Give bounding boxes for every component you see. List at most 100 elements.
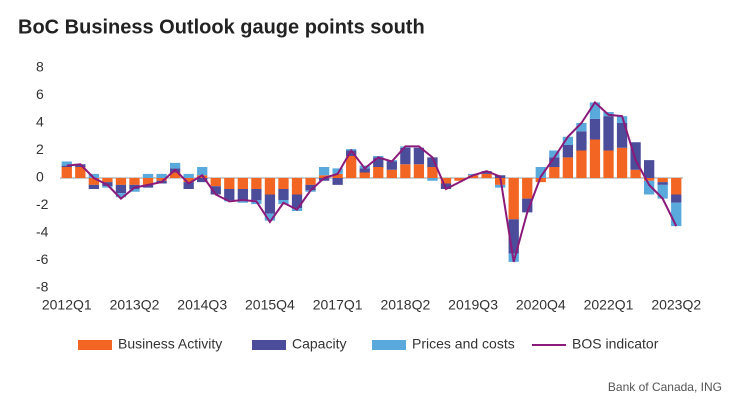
line — [66, 100, 678, 263]
bar — [440, 183, 452, 189]
bar — [197, 178, 208, 183]
bar — [562, 157, 574, 178]
bar — [413, 164, 425, 178]
bar — [616, 123, 628, 148]
legend-label: BOS indicator — [572, 336, 659, 352]
bar — [657, 184, 668, 199]
x-tick-label: 2022Q1 — [584, 297, 634, 313]
bar — [61, 161, 72, 166]
bar — [495, 184, 506, 188]
bar — [522, 178, 533, 199]
y-tick-label: 8 — [36, 59, 44, 75]
bar — [346, 156, 357, 178]
bar — [671, 202, 682, 227]
bar — [643, 160, 655, 178]
bar — [237, 200, 248, 203]
bar — [183, 173, 194, 178]
bar — [88, 173, 100, 178]
bar — [481, 173, 492, 178]
y-tick-label: -2 — [36, 196, 49, 212]
bar — [413, 147, 425, 165]
bar — [616, 116, 628, 123]
source: Bank of Canada, ING — [608, 380, 722, 394]
bar — [373, 167, 384, 178]
bar — [454, 178, 465, 181]
legend-swatch — [372, 340, 406, 350]
x-tick-label: 2019Q3 — [448, 297, 498, 313]
y-tick-label: 0 — [36, 169, 44, 185]
bar — [278, 189, 289, 200]
bar — [386, 169, 397, 178]
bar — [264, 178, 276, 195]
bar — [427, 157, 438, 167]
bar — [373, 157, 384, 167]
bar — [197, 167, 208, 176]
bar — [332, 168, 343, 174]
bar — [603, 150, 614, 178]
bar — [427, 178, 438, 181]
bar — [603, 116, 614, 151]
bar — [481, 171, 492, 174]
bar — [61, 167, 72, 178]
y-tick-label: 6 — [36, 86, 44, 102]
bar — [549, 167, 560, 178]
bar — [278, 178, 289, 189]
bar — [630, 142, 641, 170]
bar — [589, 102, 601, 119]
legend-swatch — [252, 340, 286, 350]
x-tick-label: 2018Q2 — [380, 297, 430, 313]
bar — [332, 178, 343, 185]
bar — [562, 145, 574, 158]
bar — [156, 173, 167, 178]
bar — [643, 178, 655, 181]
legend-label: Prices and costs — [412, 336, 515, 352]
y-tick-label: -8 — [36, 279, 49, 295]
bar — [251, 189, 262, 200]
x-tick-label: 2015Q4 — [245, 297, 295, 313]
x-tick-label: 2017Q1 — [313, 297, 363, 313]
x-tick-label: 2023Q2 — [651, 297, 701, 313]
bar — [643, 180, 655, 195]
x-tick-label: 2014Q3 — [177, 297, 227, 313]
bar — [291, 178, 303, 195]
bar — [224, 178, 235, 189]
bar — [88, 184, 100, 189]
bar — [440, 178, 452, 184]
bar — [102, 178, 113, 183]
bar — [318, 175, 330, 178]
bar — [142, 178, 154, 185]
bar — [291, 194, 303, 209]
bar — [237, 189, 248, 200]
bar — [129, 178, 140, 185]
bar — [115, 193, 127, 198]
bar — [264, 194, 276, 214]
bar — [142, 184, 154, 188]
bar — [535, 178, 546, 183]
bar — [129, 189, 140, 192]
bar — [332, 173, 343, 178]
bar — [400, 147, 411, 165]
chart-title: BoC Business Outlook gauge points south — [18, 16, 425, 38]
bar — [169, 172, 181, 178]
bar — [210, 178, 221, 187]
bar — [305, 178, 316, 185]
x-tick-label: 2020Q4 — [516, 297, 566, 313]
bar — [522, 198, 533, 213]
bar — [400, 164, 411, 178]
bar — [169, 162, 181, 169]
bar — [102, 186, 113, 188]
bar — [183, 182, 194, 189]
bar — [210, 186, 221, 195]
bar — [576, 131, 587, 151]
bar — [549, 150, 560, 158]
legend-label: Capacity — [292, 336, 346, 352]
bar — [576, 150, 587, 178]
bar — [671, 194, 682, 203]
y-tick-label: 2 — [36, 141, 44, 157]
bar — [318, 178, 330, 181]
legend-label: Business Activity — [118, 336, 222, 352]
bar — [508, 219, 519, 254]
bar — [88, 178, 100, 185]
bar — [535, 167, 546, 178]
